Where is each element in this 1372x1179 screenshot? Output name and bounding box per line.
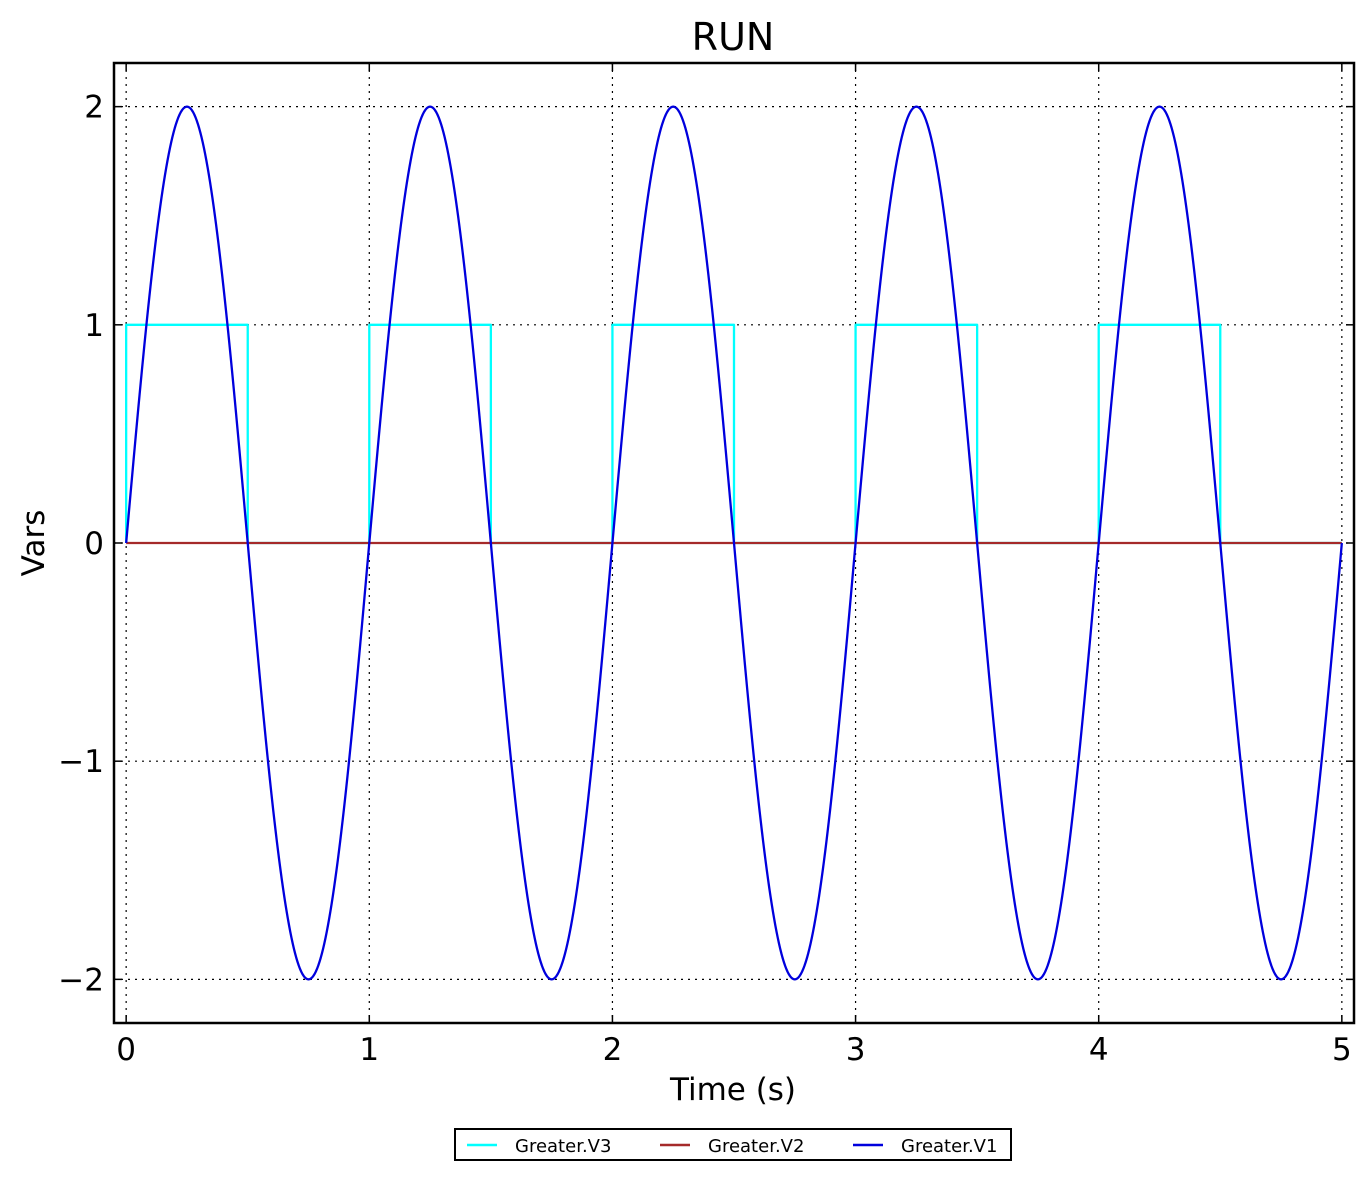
y-tick-label: −2 [58, 962, 104, 998]
y-tick-label: 1 [84, 308, 104, 344]
y-axis-label: Vars [16, 510, 52, 577]
series-layer [125, 105, 1343, 981]
legend: Greater.V3 Greater.V2 Greater.V1 [454, 1128, 1012, 1161]
x-tick-label: 0 [116, 1032, 136, 1068]
x-tick-label: 5 [1332, 1032, 1352, 1068]
x-tick-label: 2 [603, 1032, 623, 1068]
legend-label: Greater.V1 [901, 1136, 997, 1157]
chart-title: RUN [692, 15, 775, 59]
legend-label: Greater.V3 [515, 1136, 611, 1157]
legend-box [454, 1128, 1012, 1161]
x-tick-label: 1 [359, 1032, 379, 1068]
series-line-greater-v3 [125, 323, 1342, 545]
legend-label: Greater.V2 [708, 1136, 804, 1157]
y-tick-label: −1 [58, 744, 104, 780]
x-axis-label: Time (s) [669, 1072, 796, 1108]
x-tick-label: 3 [846, 1032, 866, 1068]
y-tick-label: 0 [84, 526, 104, 562]
tick-layer: 0 1 2 3 4 5 2 1 0 −1 −2 [58, 63, 1354, 1068]
x-tick-label: 4 [1089, 1032, 1109, 1068]
y-tick-label: 2 [84, 90, 104, 126]
series-line-greater-v1 [125, 105, 1343, 981]
grid-layer [114, 63, 1354, 1023]
